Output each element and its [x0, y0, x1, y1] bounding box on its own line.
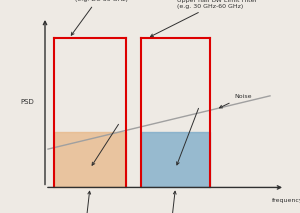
Text: Nyquist BW
lower half
40 GHz (80 GS/s): Nyquist BW lower half 40 GHz (80 GS/s): [57, 191, 111, 213]
Text: Noise: Noise: [220, 94, 251, 108]
Text: Nyquist BW
upper half
40 GHz (80 GS/s): Nyquist BW upper half 40 GHz (80 GS/s): [143, 191, 196, 213]
Text: PSD: PSD: [20, 99, 34, 105]
Text: Upper half BW Limit Filter
(e.g. 30 GHz-60 GHz): Upper half BW Limit Filter (e.g. 30 GHz-…: [151, 0, 257, 37]
Text: frequency: frequency: [272, 198, 300, 203]
Text: Lower half BW
Limit Filter
(e.g. DC-30 GHz): Lower half BW Limit Filter (e.g. DC-30 G…: [71, 0, 128, 35]
